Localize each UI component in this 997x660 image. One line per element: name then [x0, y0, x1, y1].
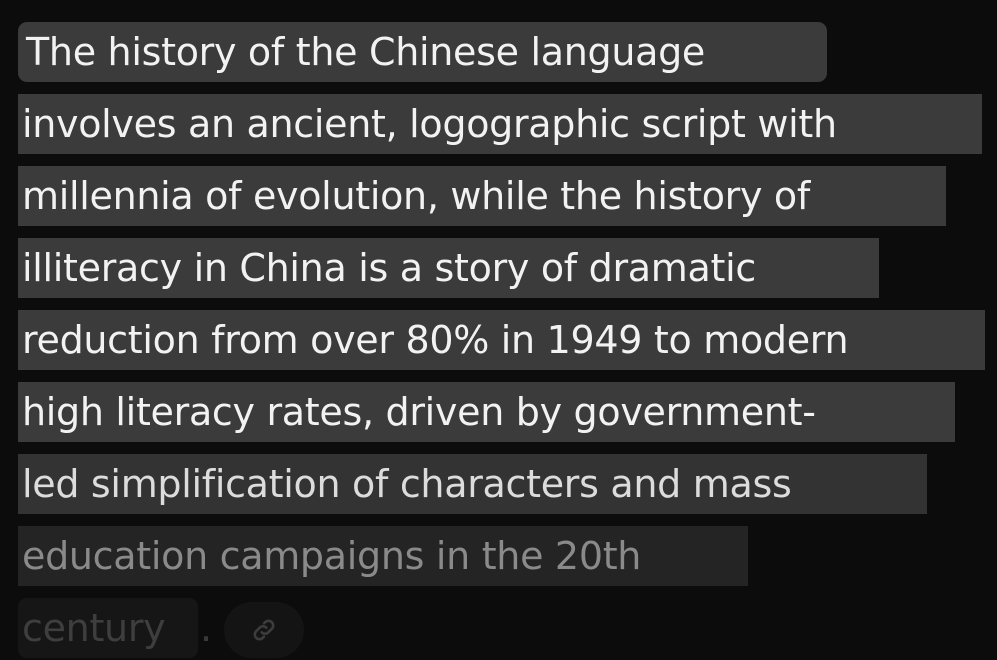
text-line: education campaigns in the 20th — [18, 526, 748, 586]
text-line: illiteracy in China is a story of dramat… — [18, 238, 879, 298]
text-line: involves an ancient, logographic script … — [18, 94, 982, 154]
text-line: reduction from over 80% in 1949 to moder… — [18, 310, 985, 370]
text-line: The history of the Chinese language — [18, 22, 827, 82]
text-line: century — [18, 598, 198, 658]
end-punctuation: . — [200, 606, 213, 650]
source-link-button[interactable] — [224, 602, 304, 658]
text-line: millennia of evolution, while the histor… — [18, 166, 946, 226]
text-line: high literacy rates, driven by governmen… — [18, 382, 955, 442]
link-icon — [253, 619, 275, 641]
text-line: led simplification of characters and mas… — [18, 454, 927, 514]
